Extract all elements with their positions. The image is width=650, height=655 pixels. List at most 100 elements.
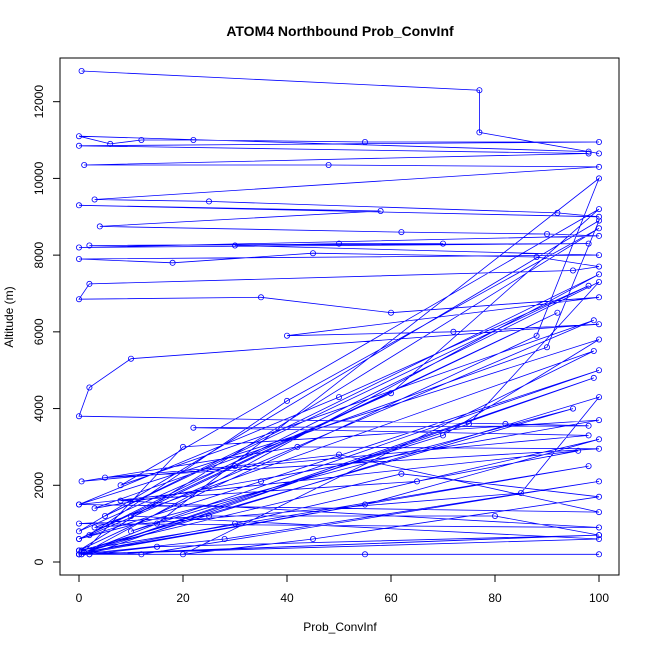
- data-point: [127, 355, 134, 362]
- data-point: [86, 242, 93, 249]
- x-tick-label: 80: [488, 591, 502, 605]
- data-point: [596, 536, 603, 543]
- data-point: [575, 447, 582, 454]
- data-point: [205, 513, 212, 520]
- data-point: [78, 551, 85, 558]
- data-point: [596, 278, 603, 285]
- data-point: [596, 509, 603, 516]
- y-tick-label: 12000: [32, 85, 46, 119]
- data-point: [76, 501, 83, 508]
- data-point: [590, 347, 597, 354]
- data-point: [309, 250, 316, 257]
- data-point: [596, 336, 603, 343]
- data-point: [294, 443, 301, 450]
- data-point: [596, 206, 603, 213]
- y-axis-label: Altitude (m): [2, 286, 16, 347]
- data-point: [102, 513, 109, 520]
- data-point: [596, 445, 603, 452]
- data-point: [596, 493, 603, 500]
- data-point: [585, 432, 592, 439]
- data-point: [596, 175, 603, 182]
- data-point: [107, 140, 114, 147]
- data-point: [231, 520, 238, 527]
- data-point: [309, 536, 316, 543]
- data-point: [596, 367, 603, 374]
- data-point: [96, 223, 103, 230]
- data-point: [439, 432, 446, 439]
- data-point: [596, 294, 603, 301]
- data-point: [76, 244, 83, 251]
- data-point: [596, 232, 603, 239]
- data-point: [127, 528, 134, 535]
- data-point: [361, 501, 368, 508]
- y-tick-label: 4000: [32, 395, 46, 422]
- data-point: [335, 451, 342, 458]
- x-tick-label: 40: [280, 591, 294, 605]
- data-point: [76, 296, 83, 303]
- data-point: [91, 524, 98, 531]
- data-point: [518, 489, 525, 496]
- data-point: [153, 543, 160, 550]
- x-tick-label: 100: [589, 591, 609, 605]
- data-point: [590, 374, 597, 381]
- data-point: [596, 138, 603, 145]
- y-tick-label: 10000: [32, 161, 46, 195]
- data-point: [76, 202, 83, 209]
- data-point: [78, 68, 85, 75]
- data-point: [335, 394, 342, 401]
- data-point: [554, 309, 561, 316]
- data-point: [596, 532, 603, 539]
- data-point: [76, 536, 83, 543]
- data-point: [76, 551, 83, 558]
- data-point: [533, 253, 540, 260]
- data-point: [450, 328, 457, 335]
- data-point: [138, 136, 145, 143]
- data-point: [283, 332, 290, 339]
- data-point: [596, 163, 603, 170]
- data-point: [585, 463, 592, 470]
- data-point: [138, 551, 145, 558]
- data-point: [361, 551, 368, 558]
- data-point: [117, 497, 124, 504]
- data-point: [596, 436, 603, 443]
- data-point: [221, 536, 228, 543]
- data-point: [398, 229, 405, 236]
- data-point: [76, 520, 83, 527]
- data-point: [439, 240, 446, 247]
- data-point: [102, 474, 109, 481]
- data-point: [465, 420, 472, 427]
- data-point: [325, 161, 332, 168]
- data-point: [91, 196, 98, 203]
- x-tick-label: 0: [76, 591, 83, 605]
- data-point: [377, 207, 384, 214]
- data-point: [413, 478, 420, 485]
- data-point: [544, 344, 551, 351]
- data-point: [570, 267, 577, 274]
- data-point: [596, 524, 603, 531]
- data-point: [398, 470, 405, 477]
- y-tick-label: 8000: [32, 241, 46, 268]
- x-tick-label: 60: [384, 591, 398, 605]
- data-point: [570, 405, 577, 412]
- data-point: [179, 551, 186, 558]
- data-point: [590, 317, 597, 324]
- data-point: [596, 252, 603, 259]
- data-point: [596, 225, 603, 232]
- data-point: [190, 136, 197, 143]
- data-point: [585, 282, 592, 289]
- data-point: [502, 420, 509, 427]
- data-point: [78, 478, 85, 485]
- data-point: [387, 390, 394, 397]
- y-tick-label: 0: [32, 558, 46, 565]
- data-point: [76, 255, 83, 262]
- data-point: [596, 478, 603, 485]
- data-point: [596, 417, 603, 424]
- plot-frame: [59, 57, 620, 576]
- series-line: [78, 70, 601, 555]
- data-point: [596, 271, 603, 278]
- data-point: [205, 198, 212, 205]
- data-point: [585, 150, 592, 157]
- data-point: [231, 463, 238, 470]
